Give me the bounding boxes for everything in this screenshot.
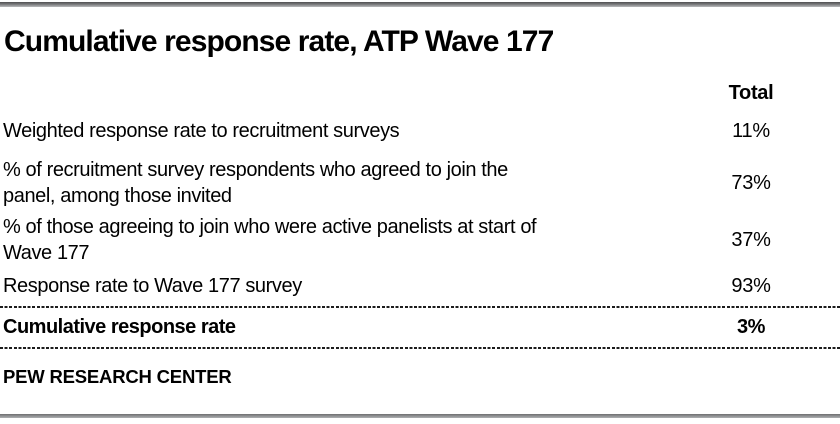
dashed-divider-top (0, 306, 840, 308)
row-value: 73% (731, 172, 771, 194)
table-header-row: Total (0, 82, 840, 104)
total-row-value: 3% (737, 316, 765, 338)
top-rule (0, 2, 840, 7)
table-row: % of those agreeing to join who were act… (0, 214, 840, 266)
row-value: 11% (732, 120, 770, 142)
row-label: % of those agreeing to join who were act… (3, 216, 537, 264)
table-row: % of recruitment survey respondents who … (0, 157, 840, 209)
bottom-rule (0, 414, 840, 418)
row-value: 93% (731, 275, 771, 297)
source-label: PEW RESEARCH CENTER (3, 366, 232, 387)
total-row: Cumulative response rate 3% (0, 314, 840, 340)
table-row: Response rate to Wave 177 survey 93% (0, 273, 840, 299)
table-row: Weighted response rate to recruitment su… (0, 118, 840, 144)
row-label: Response rate to Wave 177 survey (3, 275, 302, 297)
column-header-total: Total (728, 82, 774, 104)
response-rate-table: Total Weighted response rate to recruitm… (0, 82, 840, 349)
row-label: Weighted response rate to recruitment su… (3, 120, 400, 142)
row-value: 37% (731, 229, 771, 251)
row-label: % of recruitment survey respondents who … (3, 159, 508, 207)
dashed-divider-bottom (0, 347, 840, 349)
figure-title: Cumulative response rate, ATP Wave 177 (4, 25, 554, 58)
total-row-label: Cumulative response rate (3, 316, 236, 338)
